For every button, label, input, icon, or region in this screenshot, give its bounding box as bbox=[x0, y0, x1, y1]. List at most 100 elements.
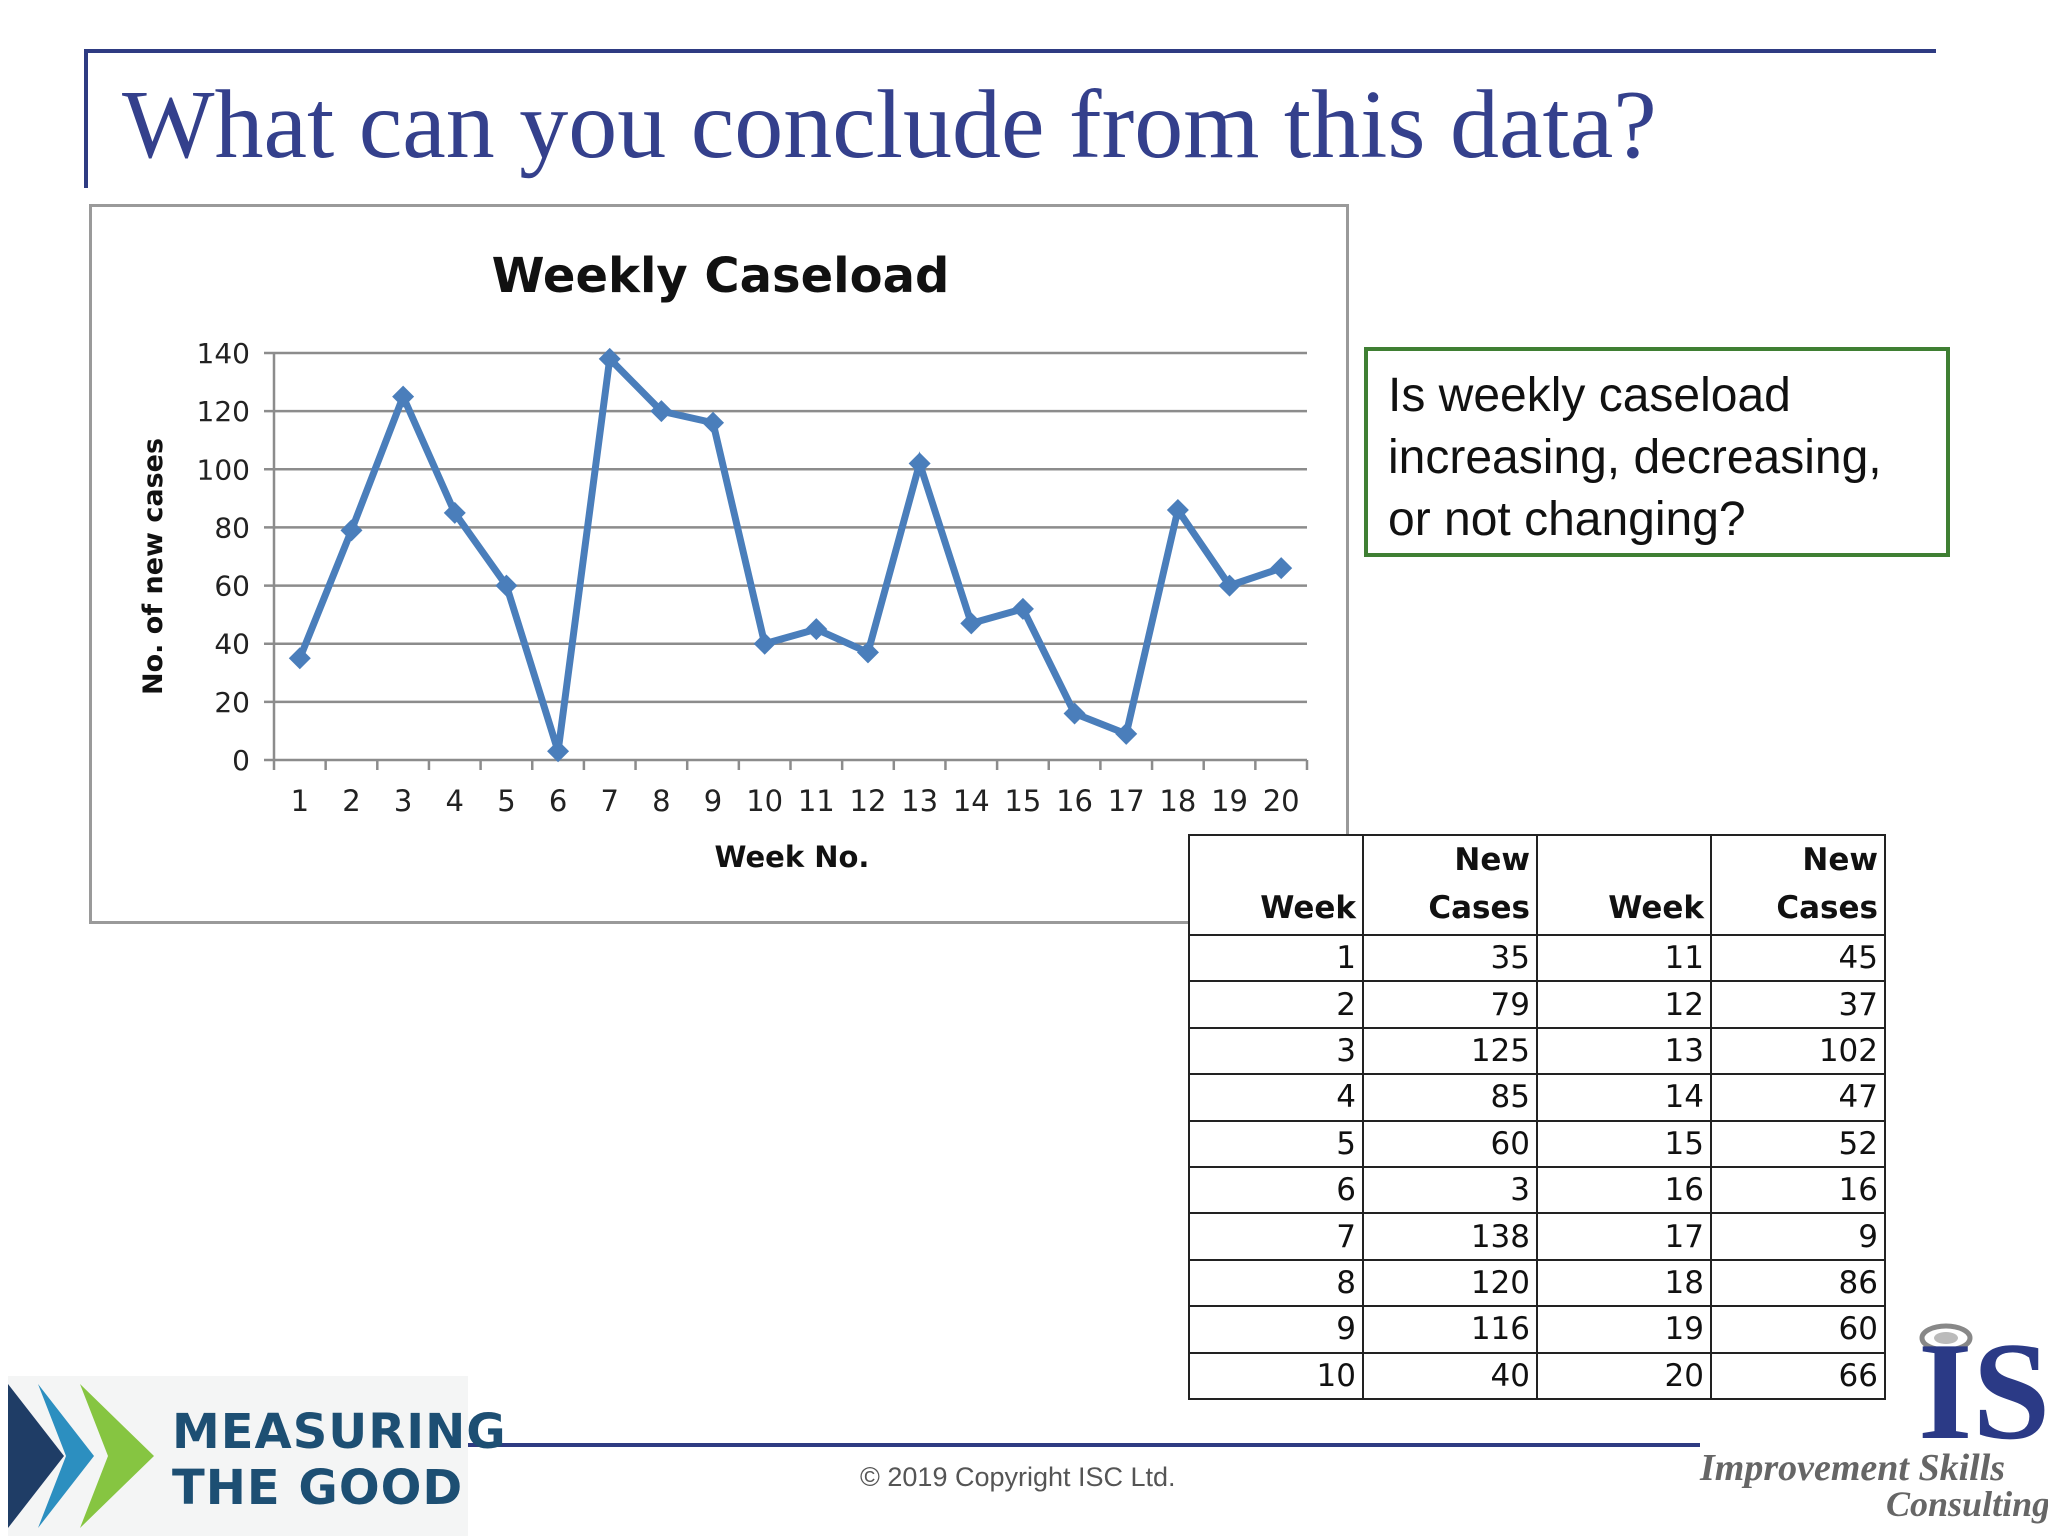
table-cell: 47 bbox=[1710, 1073, 1886, 1122]
data-point-marker bbox=[547, 740, 570, 763]
table-cell: 2 bbox=[1188, 980, 1364, 1029]
x-tick-label: 7 bbox=[600, 784, 618, 818]
table-cell: 14 bbox=[1536, 1073, 1712, 1122]
y-tick-label: 120 bbox=[197, 395, 250, 428]
question-callout: Is weekly caseload increasing, decreasin… bbox=[1364, 347, 1950, 557]
improvement-skills-logo-icon: IS bbox=[1918, 1320, 2048, 1469]
x-tick-label: 11 bbox=[798, 784, 835, 818]
logo-line-1: MEASURING bbox=[172, 1404, 507, 1460]
data-point-marker bbox=[650, 400, 673, 423]
table-cell: 45 bbox=[1710, 933, 1886, 983]
table-cell: 9 bbox=[1188, 1305, 1364, 1354]
isc-mark: IS bbox=[1918, 1320, 2048, 1469]
table-cell: 120 bbox=[1362, 1258, 1538, 1308]
x-tick-label: 14 bbox=[953, 784, 990, 818]
y-tick-label: 100 bbox=[197, 453, 250, 486]
table-header-line: Week bbox=[1260, 890, 1356, 926]
x-tick-label: 10 bbox=[746, 784, 783, 818]
data-point-marker bbox=[1166, 498, 1189, 521]
table-cell: 10 bbox=[1188, 1351, 1364, 1400]
table-cell: 102 bbox=[1710, 1026, 1886, 1076]
copyright-text: © 2019 Copyright ISC Ltd. bbox=[860, 1462, 1176, 1492]
table-header-line: New bbox=[1802, 842, 1878, 878]
data-point-marker bbox=[1270, 557, 1293, 580]
data-point-marker bbox=[805, 618, 828, 641]
table-header-line: Week bbox=[1608, 890, 1704, 926]
table-cell: 138 bbox=[1362, 1212, 1538, 1261]
x-tick-label: 20 bbox=[1263, 784, 1300, 818]
measuring-the-good-logo-icon bbox=[8, 1376, 468, 1536]
table-cell: 85 bbox=[1362, 1073, 1538, 1122]
data-point-marker bbox=[1063, 702, 1086, 725]
x-tick-label: 18 bbox=[1159, 784, 1196, 818]
table-row: 9 116 19 60 bbox=[1188, 1305, 1886, 1354]
slide-title: What can you conclude from this data? bbox=[122, 71, 1657, 179]
data-point-marker bbox=[443, 501, 466, 524]
table-cell: 4 bbox=[1188, 1073, 1364, 1122]
y-tick-label: 80 bbox=[214, 511, 250, 544]
table-cell: 9 bbox=[1710, 1212, 1886, 1261]
x-tick-label: 5 bbox=[497, 784, 515, 818]
table-header-cell: New Cases bbox=[1710, 834, 1886, 936]
table-cell: 7 bbox=[1188, 1212, 1364, 1261]
data-point-marker bbox=[856, 641, 879, 664]
series-line bbox=[296, 351, 1283, 753]
table-cell: 12 bbox=[1536, 980, 1712, 1029]
data-point-marker bbox=[495, 574, 518, 597]
table-cell: 35 bbox=[1362, 933, 1538, 983]
y-tick-label: 0 bbox=[232, 744, 250, 777]
table-cell: 20 bbox=[1536, 1351, 1712, 1400]
table-cell: 15 bbox=[1536, 1119, 1712, 1168]
table-cell: 60 bbox=[1362, 1119, 1538, 1168]
data-point-marker bbox=[908, 452, 931, 475]
table-row: 1 35 11 45 bbox=[1188, 933, 1886, 983]
caseload-data-table: Week New Cases Week New Cases 1 35 11 45 2 79 12 37… bbox=[1188, 834, 1886, 1400]
table-row: 5 60 15 52 bbox=[1188, 1119, 1886, 1168]
table-cell: 6 bbox=[1188, 1165, 1364, 1215]
table-header-cell: New Cases bbox=[1362, 834, 1538, 936]
table-cell: 11 bbox=[1536, 933, 1712, 983]
table-body: 1 35 11 45 2 79 12 37 3 125 13 102 4 85 14 47 5 60 15 52 6 3 1… bbox=[1188, 933, 1886, 1400]
footer-rule bbox=[466, 1443, 1700, 1447]
data-point-marker bbox=[960, 612, 983, 635]
table-cell: 3 bbox=[1362, 1165, 1538, 1215]
y-tick-label: 40 bbox=[214, 628, 250, 661]
chart-frame: Weekly Caseload 0 20 40 60 80 100 120 140 1 2 3 4 5 6 7… bbox=[89, 204, 1349, 924]
table-cell: 8 bbox=[1188, 1258, 1364, 1308]
title-top-rule bbox=[84, 49, 1936, 53]
table-header-line bbox=[1196, 836, 1356, 884]
data-point-marker bbox=[1011, 597, 1034, 620]
table-cell: 18 bbox=[1536, 1258, 1712, 1308]
data-point-marker bbox=[392, 385, 415, 408]
table-cell: 13 bbox=[1536, 1026, 1712, 1076]
chart-title: Weekly Caseload bbox=[492, 248, 950, 304]
data-point-marker bbox=[340, 519, 363, 542]
x-tick-label: 8 bbox=[652, 784, 670, 818]
table-cell: 125 bbox=[1362, 1026, 1538, 1076]
table-cell: 1 bbox=[1188, 933, 1364, 983]
y-tick-label: 140 bbox=[197, 337, 250, 370]
data-point-marker bbox=[1115, 722, 1138, 745]
isc-line-1: Improvement Skills bbox=[1700, 1447, 2006, 1489]
table-cell: 40 bbox=[1362, 1351, 1538, 1400]
data-point-marker bbox=[1218, 574, 1241, 597]
table-row: 3 125 13 102 bbox=[1188, 1026, 1886, 1076]
table-header-line: New bbox=[1454, 842, 1530, 878]
x-tick-label: 6 bbox=[549, 784, 567, 818]
table-row: 8 120 18 86 bbox=[1188, 1258, 1886, 1308]
table-row: 4 85 14 47 bbox=[1188, 1073, 1886, 1122]
logo-line-2: THE GOOD bbox=[172, 1460, 464, 1516]
measuring-the-good-wordmark: MEASURING THE GOOD bbox=[172, 1404, 507, 1516]
data-point-marker bbox=[288, 647, 311, 670]
title-left-rule bbox=[84, 49, 88, 188]
y-tick-label: 20 bbox=[214, 686, 250, 719]
x-tick-label: 1 bbox=[291, 784, 309, 818]
x-tick-label: 15 bbox=[1004, 784, 1041, 818]
table-header-line bbox=[1544, 836, 1704, 884]
x-tick-label: 16 bbox=[1056, 784, 1093, 818]
table-header-line: Cases bbox=[1428, 890, 1530, 926]
table-row: 7 138 17 9 bbox=[1188, 1212, 1886, 1261]
table-header-row: Week New Cases Week New Cases bbox=[1188, 834, 1886, 936]
x-tick-label: 2 bbox=[342, 784, 360, 818]
